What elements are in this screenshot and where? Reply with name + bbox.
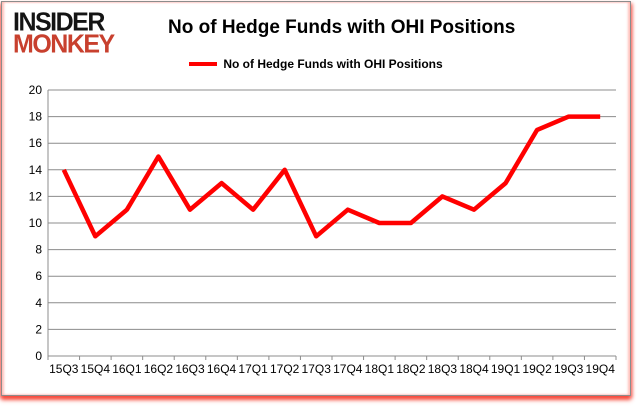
y-axis-tick-label: 2 xyxy=(35,322,42,336)
y-axis-tick-label: 18 xyxy=(29,110,43,124)
x-axis-tick-label: 16Q4 xyxy=(207,362,237,376)
x-axis-tick-label: 16Q3 xyxy=(175,362,205,376)
y-axis-tick-label: 16 xyxy=(29,136,43,150)
x-axis-tick-label: 17Q3 xyxy=(302,362,332,376)
x-axis-tick-label: 17Q4 xyxy=(333,362,363,376)
y-axis-tick-label: 6 xyxy=(35,269,42,283)
y-axis-tick-label: 4 xyxy=(35,296,42,310)
y-axis-tick-label: 0 xyxy=(35,349,42,363)
y-axis-tick-label: 10 xyxy=(29,216,43,230)
x-axis-tick-label: 15Q3 xyxy=(49,362,79,376)
chart-card: INSIDER MONKEY No of Hedge Funds with OH… xyxy=(1,1,631,396)
x-axis-tick-label: 15Q4 xyxy=(81,362,111,376)
x-axis-tick-label: 17Q1 xyxy=(238,362,268,376)
logo-line-monkey: MONKEY xyxy=(13,29,115,59)
x-axis-tick-label: 18Q2 xyxy=(396,362,426,376)
x-axis-tick-label: 19Q2 xyxy=(522,362,552,376)
x-axis-tick-label: 19Q4 xyxy=(586,362,616,376)
logo-line-insider: INSIDER xyxy=(13,7,105,37)
line-chart-plot-area: 0 2 4 6 8 10 12 14 16 18 20 15Q3 15Q4 16Q1 16Q2 16Q3 16Q… xyxy=(29,83,617,376)
legend: No of Hedge Funds with OHI Positions xyxy=(2,57,630,71)
series-line-0 xyxy=(61,114,601,239)
x-axis-tick-label: 17Q2 xyxy=(270,362,300,376)
x-axis-tick-label: 18Q1 xyxy=(365,362,395,376)
legend-line-swatch xyxy=(189,62,218,66)
y-axis-tick-label: 20 xyxy=(29,83,43,97)
x-axis-tick-label: 16Q2 xyxy=(144,362,174,376)
x-axis-tick-label: 16Q1 xyxy=(112,362,142,376)
insider-monkey-logo: INSIDER MONKEY xyxy=(13,7,115,59)
x-axis-tick-label: 19Q1 xyxy=(491,362,521,376)
chart-title: No of Hedge Funds with OHI Positions xyxy=(168,17,516,38)
y-axis-tick-label: 8 xyxy=(35,243,42,257)
x-axis-tick-label: 18Q3 xyxy=(428,362,458,376)
x-axis-tick-label: 19Q3 xyxy=(554,362,584,376)
y-axis-tick-label: 12 xyxy=(29,189,43,203)
legend-label: No of Hedge Funds with OHI Positions xyxy=(223,57,443,71)
y-axis-tick-label: 14 xyxy=(29,163,43,177)
x-axis-tick-label: 18Q4 xyxy=(459,362,489,376)
